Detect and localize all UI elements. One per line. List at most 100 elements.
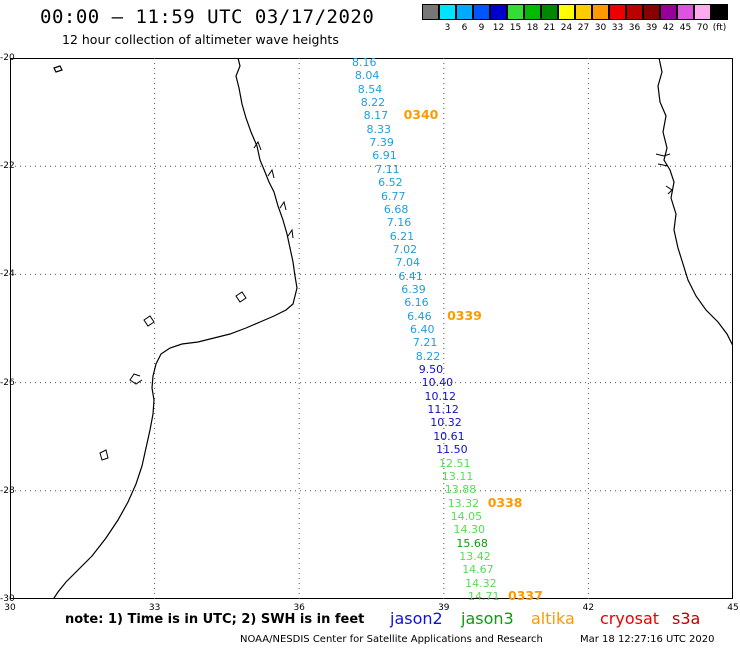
chart-subtitle: 12 hour collection of altimeter wave hei… (62, 32, 339, 47)
legend-label: 18 (526, 23, 539, 33)
swh-value: 6.52 (378, 176, 403, 190)
swh-value: 11.12 (427, 403, 459, 417)
legend-swatch (439, 4, 456, 20)
legend-swatch (575, 4, 592, 20)
footer-timestamp: Mar 18 12:27:16 UTC 2020 (580, 634, 715, 645)
latitude-label: -26 (0, 377, 15, 388)
island-icon (53, 65, 63, 73)
satellite-label: altika (531, 609, 575, 628)
legend-label: 33 (611, 23, 624, 33)
legend-label: 15 (509, 23, 522, 33)
time-mark: 0338 (487, 494, 523, 510)
legend-swatch (660, 4, 677, 20)
swh-value: 6.46 (407, 309, 432, 323)
longitude-label: 36 (293, 603, 305, 613)
swh-value: 14.67 (462, 563, 494, 577)
swh-value: 6.41 (398, 269, 423, 283)
satellite-label: jason3 (461, 609, 514, 628)
swh-value: 6.39 (401, 282, 426, 296)
swh-value: 14.05 (450, 509, 483, 523)
swh-value: 10.40 (421, 376, 454, 390)
madagascar-coast-detail (655, 153, 673, 195)
swh-value: 8.22 (415, 349, 441, 363)
swh-value: 7.11 (375, 162, 400, 176)
swh-value: 8.16 (352, 56, 377, 69)
legend-label: 21 (543, 23, 556, 33)
legend-swatch (422, 4, 439, 20)
legend-label: 36 (628, 23, 641, 33)
swh-value: 8.22 (360, 96, 386, 110)
legend-swatch (456, 4, 473, 20)
map-canvas (10, 58, 733, 599)
africa-coast-detail (99, 140, 294, 461)
swh-value: 8.17 (363, 109, 389, 123)
legend-label: 70 (696, 23, 709, 33)
legend-label: 30 (594, 23, 607, 33)
legend-label: 39 (645, 23, 658, 33)
swh-value: 10.61 (433, 429, 465, 443)
map-panel (10, 58, 733, 599)
swh-value: 8.04 (354, 69, 380, 83)
satellite-label: cryosat (600, 609, 660, 628)
swh-value: 8.33 (366, 122, 392, 136)
swh-value: 6.68 (383, 202, 409, 216)
legend-label: 24 (560, 23, 573, 33)
swh-value: 7.39 (369, 136, 394, 150)
longitude-label: 33 (148, 603, 161, 613)
legend-swatch (643, 4, 660, 20)
africa-coastline (53, 58, 298, 599)
legend-swatch (592, 4, 609, 20)
swh-value: 13.11 (441, 469, 474, 483)
swh-value: 10.32 (430, 416, 462, 430)
swh-value: 14.71 (468, 590, 500, 603)
swh-value: 6.21 (389, 229, 415, 243)
legend-label: 12 (492, 23, 505, 33)
grid-lines (10, 58, 733, 599)
legend-swatch (473, 4, 490, 20)
longitude-label: 45 (727, 603, 739, 613)
latitude-label: -24 (0, 269, 15, 280)
madagascar-coastline (657, 58, 733, 347)
swh-value: 13.42 (459, 549, 491, 563)
legend-swatch (524, 4, 541, 20)
swh-value: 7.02 (392, 242, 418, 256)
legend-swatch (626, 4, 643, 20)
satellite-label: jason2 (390, 609, 443, 628)
swh-value: 13.88 (444, 483, 477, 497)
legend-label: 42 (662, 23, 675, 33)
longitude-label: 39 (438, 603, 450, 613)
latitude-label: -28 (0, 485, 15, 496)
latitude-label: -20 (0, 53, 15, 63)
legend-swatch (609, 4, 626, 20)
legend-label: (ft) (712, 23, 727, 33)
swh-value: 6.77 (381, 189, 406, 203)
latitude-label: -22 (0, 161, 15, 172)
footer-note: note: 1) Time is in UTC; 2) SWH is in fe… (65, 612, 365, 627)
legend-swatch (507, 4, 524, 20)
swh-value: 14.32 (465, 576, 497, 590)
swh-value: 6.40 (410, 323, 435, 336)
legend-swatch (558, 4, 575, 20)
swh-value: 6.16 (404, 296, 429, 310)
legend-swatch (677, 4, 694, 20)
swh-value: 13.32 (447, 496, 480, 510)
time-mark: 0339 (447, 307, 482, 323)
swh-value: 6.91 (372, 149, 397, 163)
chart-title: 00:00 — 11:59 UTC 03/17/2020 (40, 6, 375, 28)
legend-label: 45 (679, 23, 692, 33)
swh-value: 12.51 (439, 456, 471, 470)
swh-value: 10.12 (424, 389, 457, 403)
legend-swatch (694, 4, 711, 20)
swh-value: 8.54 (357, 82, 383, 96)
time-mark: 0340 (403, 107, 439, 123)
swh-value: 7.21 (412, 336, 438, 350)
swh-value: 9.50 (418, 363, 444, 377)
swh-value: 14.30 (453, 523, 486, 537)
swh-value: 7.16 (386, 216, 412, 230)
footer-credit: NOAA/NESDIS Center for Satellite Applica… (240, 634, 543, 645)
swh-value: 7.04 (395, 256, 421, 270)
satellite-label: s3a (672, 609, 701, 628)
legend-swatch (711, 4, 728, 20)
legend-label: 3 (444, 23, 451, 33)
longitude-label: 30 (4, 603, 16, 613)
